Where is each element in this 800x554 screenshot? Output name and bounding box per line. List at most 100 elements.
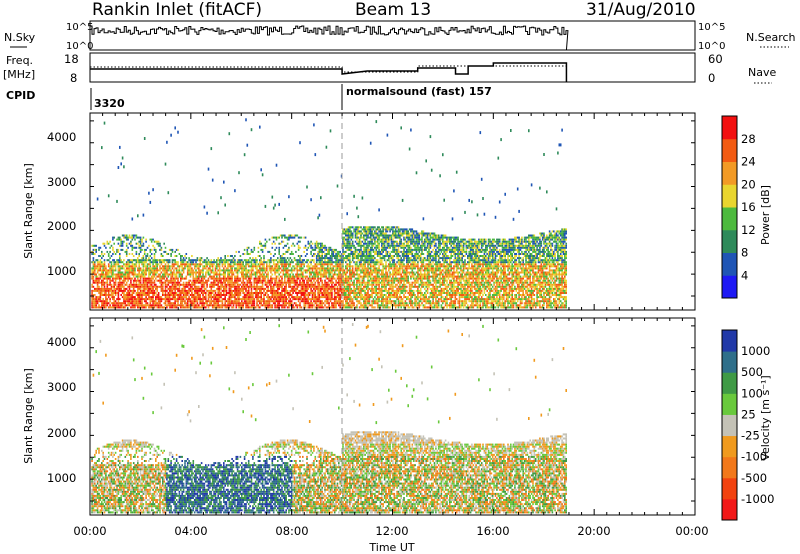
scatter-cell — [304, 292, 307, 294]
scatter-cell — [254, 261, 257, 264]
scatter-cell — [203, 261, 206, 264]
scatter-cell — [278, 283, 280, 286]
scatter-cell — [371, 277, 373, 280]
scatter-cell — [345, 275, 347, 278]
scatter-cell — [318, 304, 321, 307]
scatter-cell — [371, 289, 373, 292]
scatter-cell — [105, 273, 107, 276]
scatter-cell — [134, 238, 136, 241]
scatter-cell — [314, 289, 317, 292]
scatter-cell — [343, 281, 346, 284]
scatter-cell — [101, 281, 103, 284]
scatter-cell — [386, 228, 389, 231]
scatter-cell — [259, 261, 261, 264]
scatter-cell — [249, 294, 251, 296]
scatter-cell — [270, 287, 272, 290]
scatter-cell — [130, 281, 132, 284]
scatter-cell — [360, 304, 362, 307]
scatter-cell — [216, 265, 218, 268]
scatter-cell — [157, 273, 160, 276]
scatter-cell — [152, 277, 154, 280]
scatter-cell — [152, 302, 154, 305]
scatter-cell — [361, 228, 364, 231]
scatter-cell — [281, 261, 283, 264]
scatter-cell — [188, 279, 190, 282]
scatter-cell — [156, 263, 158, 266]
scatter-cell — [254, 287, 257, 290]
scatter-cell — [367, 240, 369, 243]
scatter-cell — [293, 244, 296, 247]
scatter-cell — [266, 296, 268, 299]
scatter-cell — [103, 121, 106, 125]
scatter-cell — [196, 275, 199, 278]
scatter-cell — [210, 287, 213, 290]
scatter-cell — [242, 289, 244, 292]
scatter-cell — [253, 281, 256, 284]
scatter-cell — [243, 302, 246, 305]
scatter-cell — [128, 287, 131, 290]
scatter-cell — [372, 257, 375, 260]
scatter-cell — [311, 281, 314, 284]
scatter-cell — [275, 289, 278, 292]
scatter-cell — [329, 248, 332, 251]
scatter-cell — [279, 271, 282, 274]
scatter-cell — [385, 285, 387, 288]
scatter-cell — [220, 273, 222, 276]
scatter-cell — [236, 281, 239, 284]
scatter-cell — [374, 306, 376, 309]
scatter-cell — [332, 302, 335, 305]
scatter-cell — [200, 263, 203, 266]
scatter-cell — [170, 133, 172, 137]
scatter-cell — [242, 275, 244, 278]
scatter-cell — [181, 255, 183, 257]
scatter-cell — [375, 253, 378, 255]
scatter-cell — [354, 253, 357, 255]
scatter-cell — [120, 275, 122, 278]
scatter-cell — [317, 285, 319, 288]
scatter-cell — [130, 242, 132, 245]
scatter-cell — [128, 283, 131, 286]
scatter-cell — [134, 277, 136, 280]
scatter-cell — [149, 283, 152, 286]
scatter-cell — [196, 294, 199, 296]
scatter-cell — [109, 267, 111, 270]
scatter-cell — [206, 269, 208, 272]
scatter-cell — [174, 281, 176, 284]
scatter-cell — [112, 285, 114, 288]
scatter-cell — [278, 265, 280, 268]
scatter-cell — [372, 242, 375, 245]
scatter-cell — [206, 285, 208, 288]
scatter-cell — [210, 300, 213, 303]
scatter-cell — [137, 275, 139, 278]
scatter-cell — [263, 277, 265, 280]
scatter-cell — [121, 306, 124, 309]
scatter-cell — [307, 246, 310, 249]
scatter-cell — [153, 261, 156, 264]
scatter-cell — [92, 294, 95, 296]
scatter-cell — [246, 248, 249, 251]
scatter-cell — [196, 279, 199, 282]
scatter-cell — [268, 267, 271, 270]
scatter-cell — [209, 263, 211, 266]
scatter-cell — [338, 271, 340, 274]
scatter-cell — [241, 306, 243, 309]
scatter-cell — [270, 292, 272, 294]
scatter-cell — [375, 298, 378, 301]
scatter-cell — [236, 271, 239, 274]
scatter-cell — [101, 271, 103, 274]
scatter-cell — [360, 253, 362, 255]
scatter-cell — [199, 263, 201, 266]
scatter-cell — [307, 263, 310, 266]
scatter-cell — [105, 267, 107, 270]
scatter-cell — [221, 300, 224, 303]
scatter-cell — [166, 140, 168, 144]
scatter-cell — [347, 234, 350, 237]
scatter-cell — [135, 292, 138, 294]
scatter-cell — [328, 302, 330, 305]
scatter-cell — [213, 283, 215, 286]
scatter-cell — [328, 248, 330, 251]
scatter-cell — [342, 248, 344, 251]
scatter-cell — [281, 292, 283, 294]
scatter-cell — [168, 306, 171, 309]
scatter-cell — [173, 296, 175, 299]
